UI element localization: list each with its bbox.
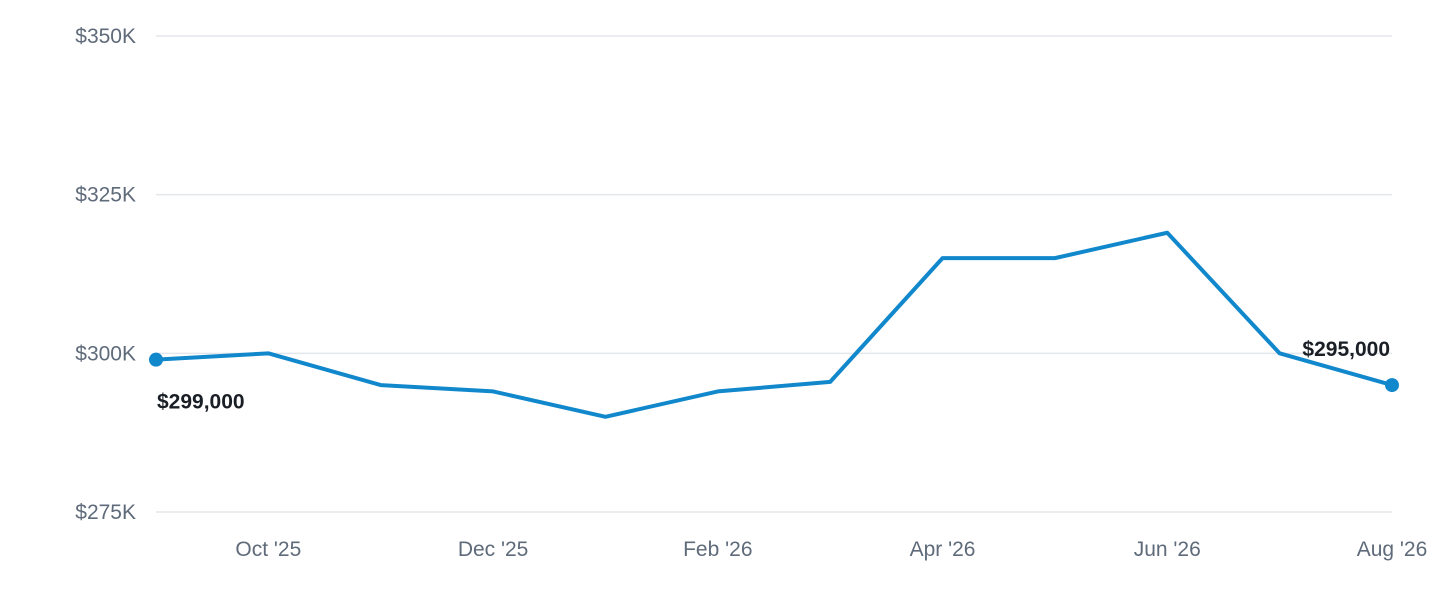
y-tick-label: $275K xyxy=(75,501,136,524)
y-axis: $275K $300K $325K $350K xyxy=(75,25,136,524)
x-tick-label: Jun '26 xyxy=(1134,538,1201,561)
y-tick-label: $325K xyxy=(75,184,136,207)
x-tick-label: Aug '26 xyxy=(1357,538,1428,561)
x-tick-label: Oct '25 xyxy=(235,538,301,561)
x-axis: Oct '25 Dec '25 Feb '26 Apr '26 Jun '26 Aug '… xyxy=(235,538,1427,561)
series xyxy=(149,230,1399,419)
start-point-marker xyxy=(149,352,163,367)
series-line xyxy=(154,230,1394,419)
gridlines xyxy=(156,35,1392,513)
x-tick-label: Dec '25 xyxy=(458,538,529,561)
x-tick-label: Apr '26 xyxy=(910,538,976,561)
end-value-label: $295,000 xyxy=(1302,338,1390,361)
data-labels: $299,000 $295,000 xyxy=(157,338,1390,414)
x-tick-label: Feb '26 xyxy=(683,538,752,561)
start-value-label: $299,000 xyxy=(157,391,245,414)
y-tick-label: $300K xyxy=(75,342,136,365)
y-tick-label: $350K xyxy=(75,25,136,48)
end-point-marker xyxy=(1385,378,1399,393)
